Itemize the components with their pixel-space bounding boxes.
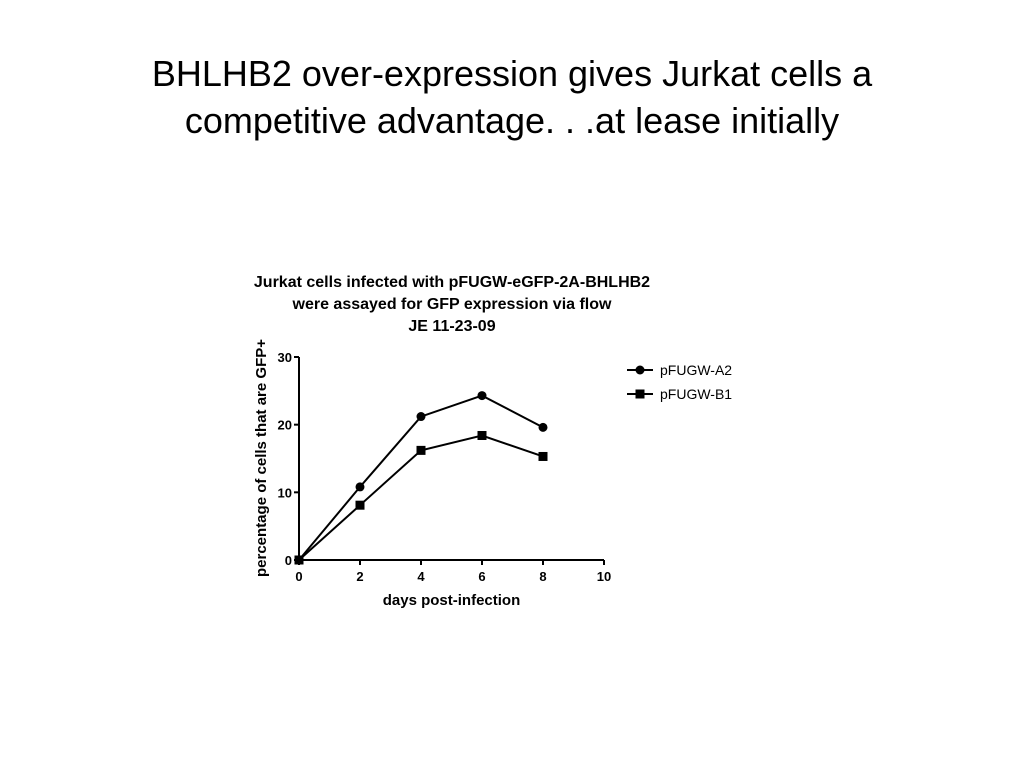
y-tick-label: 20 (278, 418, 292, 433)
legend-item: pFUGW-B1 (627, 386, 732, 402)
y-axis-label: percentage of cells that are GFP+ (253, 339, 270, 577)
x-axis-label: days post-infection (383, 592, 521, 609)
data-point (477, 391, 487, 401)
legend-label: pFUGW-B1 (660, 386, 732, 402)
legend-item: pFUGW-A2 (627, 362, 732, 378)
chart-legend: pFUGW-A2 pFUGW-B1 (627, 362, 732, 402)
data-point (294, 555, 304, 565)
data-point (416, 412, 426, 422)
y-tick-label: 30 (278, 350, 292, 365)
data-point (538, 422, 548, 432)
series-pFUGW-B1 (294, 430, 548, 565)
x-tick-label: 2 (356, 569, 363, 584)
legend-label: pFUGW-A2 (660, 362, 732, 378)
chart-axes: 0 10 20 30 0 2 4 6 8 10 days post-infection percent… (253, 339, 611, 609)
x-tick-label: 4 (417, 569, 425, 584)
slide-title-line-2: competitive advantage. . .at lease initi… (184, 100, 840, 141)
chart-title-line-1: Jurkat cells infected with pFUGW-eGFP-2A… (254, 274, 650, 291)
legend-marker (635, 365, 645, 375)
y-tick-label: 0 (285, 553, 292, 568)
data-point (355, 482, 365, 492)
series-pFUGW-A2 (294, 391, 548, 565)
chart-series (294, 391, 548, 565)
x-tick-label: 0 (295, 569, 302, 584)
slide-title-line-1: BHLHB2 over-expression gives Jurkat cell… (151, 53, 873, 94)
data-point (416, 445, 426, 455)
x-tick-label: 8 (539, 569, 546, 584)
data-point (355, 500, 365, 510)
x-tick-label: 10 (597, 569, 611, 584)
y-tick-label: 10 (278, 485, 292, 500)
slide-title: BHLHB2 over-expression gives Jurkat cell… (0, 50, 1024, 144)
x-tick-label: 6 (478, 569, 485, 584)
legend-marker (635, 389, 645, 399)
chart-title: Jurkat cells infected with pFUGW-eGFP-2A… (254, 274, 650, 335)
chart-title-line-3: JE 11-23-09 (408, 318, 495, 335)
data-point (538, 451, 548, 461)
chart-title-line-2: were assayed for GFP expression via flow (292, 296, 613, 313)
data-point (477, 430, 487, 440)
